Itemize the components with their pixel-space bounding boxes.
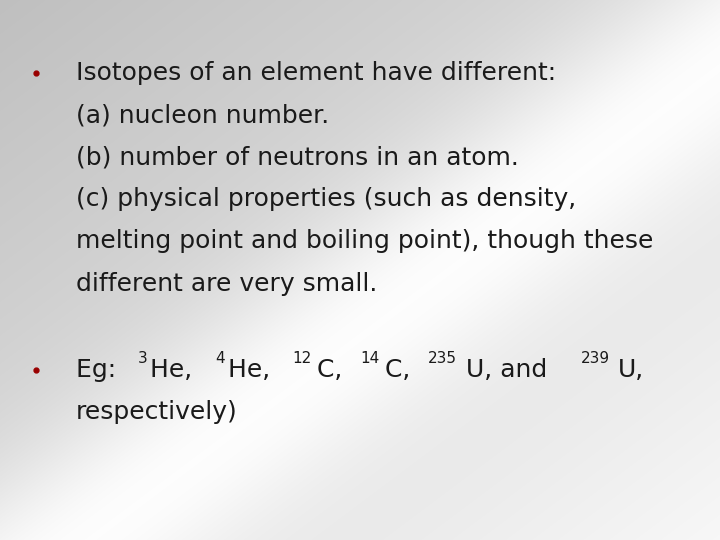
Text: Eg:: Eg: — [76, 358, 124, 382]
Text: 3: 3 — [138, 350, 148, 366]
Text: C,: C, — [318, 358, 351, 382]
Text: (a) nucleon number.: (a) nucleon number. — [76, 103, 329, 127]
Text: U,: U, — [618, 358, 644, 382]
Text: He,: He, — [228, 358, 278, 382]
Text: He,: He, — [150, 358, 201, 382]
Text: 235: 235 — [428, 350, 457, 366]
Text: melting point and boiling point), though these: melting point and boiling point), though… — [76, 230, 653, 253]
Text: C,: C, — [385, 358, 418, 382]
Text: different are very small.: different are very small. — [76, 272, 377, 295]
Text: (c) physical properties (such as density,: (c) physical properties (such as density… — [76, 187, 576, 211]
Text: 12: 12 — [292, 350, 312, 366]
Text: (b) number of neutrons in an atom.: (b) number of neutrons in an atom. — [76, 145, 518, 169]
Text: 239: 239 — [581, 350, 610, 366]
Text: U, and: U, and — [466, 358, 555, 382]
Text: Isotopes of an element have different:: Isotopes of an element have different: — [76, 61, 556, 85]
Text: 14: 14 — [360, 350, 379, 366]
Text: 4: 4 — [215, 350, 225, 366]
Text: respectively): respectively) — [76, 400, 238, 424]
